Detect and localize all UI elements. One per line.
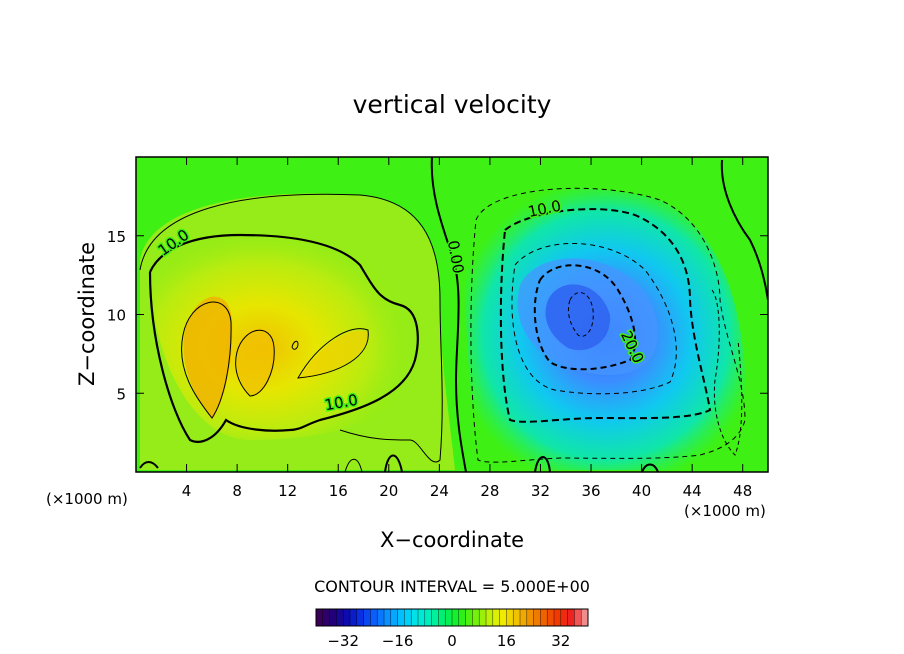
colorbar-segment — [424, 609, 433, 626]
x-tick-label: 20 — [379, 482, 398, 500]
small-closed-contour — [291, 340, 299, 350]
x-unit-left: (×1000 m) — [46, 490, 128, 508]
colorbar-segment — [540, 609, 548, 626]
colorbar-segment — [322, 609, 331, 626]
right-edge-contour — [720, 159, 768, 301]
colorbar-segment — [343, 609, 351, 626]
colorbar-tick-label: 0 — [447, 632, 457, 650]
colorbar-segment — [458, 609, 467, 626]
colorbar-segment — [377, 609, 385, 626]
colorbar-segment — [513, 609, 521, 626]
y-axis-ticks: 5 10 15 — [107, 228, 768, 403]
colorbar-segment — [526, 609, 535, 626]
colorbar-segment — [397, 609, 405, 626]
colorbar-segment — [438, 609, 446, 626]
negative-contour-25 — [567, 292, 594, 337]
colorbar-tick-label: 32 — [551, 632, 570, 650]
bottom-contour-3 — [384, 454, 403, 472]
updraft-lobe-1 — [183, 296, 233, 420]
colorbar-segment — [520, 609, 528, 626]
x-tick-label: 40 — [632, 482, 651, 500]
bottom-contour-4 — [534, 456, 551, 472]
colorbar-segment — [465, 609, 473, 626]
bottom-contour-1 — [139, 461, 159, 469]
colorbar-segment — [445, 609, 453, 626]
colorbar-segment — [384, 609, 392, 626]
x-tick-label: 44 — [683, 482, 702, 500]
colorbar-segment — [560, 609, 569, 626]
colorbar-segment — [479, 609, 487, 626]
bottom-contour-5 — [641, 463, 659, 472]
x-tick-label: 24 — [430, 482, 449, 500]
colorbar-segment — [492, 609, 501, 626]
colorbar-segment — [499, 609, 507, 626]
x-axis-label: X−coordinate — [380, 528, 524, 552]
lobe-contour-3 — [297, 328, 369, 379]
y-tick-label: 10 — [107, 307, 126, 325]
lobe-contour-1 — [181, 301, 232, 419]
colorbar — [315, 608, 589, 627]
colorbar-segment — [329, 609, 337, 626]
positive-contour-10 — [148, 233, 419, 443]
colorbar-tick-label: −16 — [382, 632, 414, 650]
colorbar-segment — [411, 609, 419, 626]
y-tick-label: 5 — [116, 385, 126, 403]
negative-peak — [545, 284, 611, 351]
right-dashed-contour — [711, 289, 743, 456]
contour-interval-text: CONTOUR INTERVAL = 5.000E+00 — [314, 577, 590, 596]
colorbar-segment — [356, 609, 365, 626]
colorbar-segment — [363, 609, 371, 626]
x-tick-label: 28 — [480, 482, 499, 500]
colorbar-segment — [316, 609, 324, 626]
x-unit-right: (×1000 m) — [684, 502, 766, 520]
y-tick-label: 15 — [107, 228, 126, 246]
colorbar-segment — [506, 609, 514, 626]
x-tick-label: 48 — [733, 482, 752, 500]
updraft-lobe-3 — [300, 330, 369, 378]
negative-contour-10 — [499, 208, 712, 423]
colorbar-segment — [431, 609, 439, 626]
positive-contour-5 — [139, 193, 443, 463]
x-tick-label: 36 — [581, 482, 600, 500]
y-axis-label: Z−coordinate — [75, 242, 99, 386]
colorbar-frame — [315, 608, 589, 627]
colorbar-segment — [533, 609, 541, 626]
colorbar-segment — [472, 609, 480, 626]
colorbar-segment — [486, 609, 494, 626]
negative-contour-15 — [511, 242, 677, 395]
x-tick-label: 4 — [182, 482, 192, 500]
colorbar-segment — [370, 609, 378, 626]
colorbar-segment — [350, 609, 358, 626]
updraft-lobe-2 — [236, 328, 276, 395]
colorbar-segment — [554, 609, 562, 626]
bottom-contour-2 — [344, 458, 363, 472]
colorbar-tick-label: −32 — [327, 632, 359, 650]
colorbar-segment — [574, 609, 582, 626]
colorbar-segment — [547, 609, 555, 626]
colorbar-tick-labels: −32 −16 0 16 32 — [327, 632, 570, 650]
x-tick-label: 8 — [232, 482, 242, 500]
colorbar-segment — [418, 609, 426, 626]
x-tick-label: 32 — [531, 482, 550, 500]
colorbar-segment — [581, 609, 589, 626]
negative-contour-20 — [533, 264, 637, 371]
x-tick-label: 16 — [329, 482, 348, 500]
colorbar-segment — [404, 609, 412, 626]
colorbar-tick-label: 16 — [497, 632, 516, 650]
chart-title: vertical velocity — [353, 90, 552, 119]
colorbar-segment — [452, 609, 460, 626]
colorbar-segment — [390, 609, 399, 626]
colorbar-segment — [567, 609, 575, 626]
colorbar-segment — [336, 609, 344, 626]
x-axis-ticks: 4 8 12 16 20 24 28 32 36 40 44 48 — [182, 157, 752, 500]
x-tick-label: 12 — [278, 482, 297, 500]
zero-contour — [430, 157, 467, 472]
lobe-contour-2 — [235, 329, 275, 397]
contour-lines — [139, 157, 768, 472]
